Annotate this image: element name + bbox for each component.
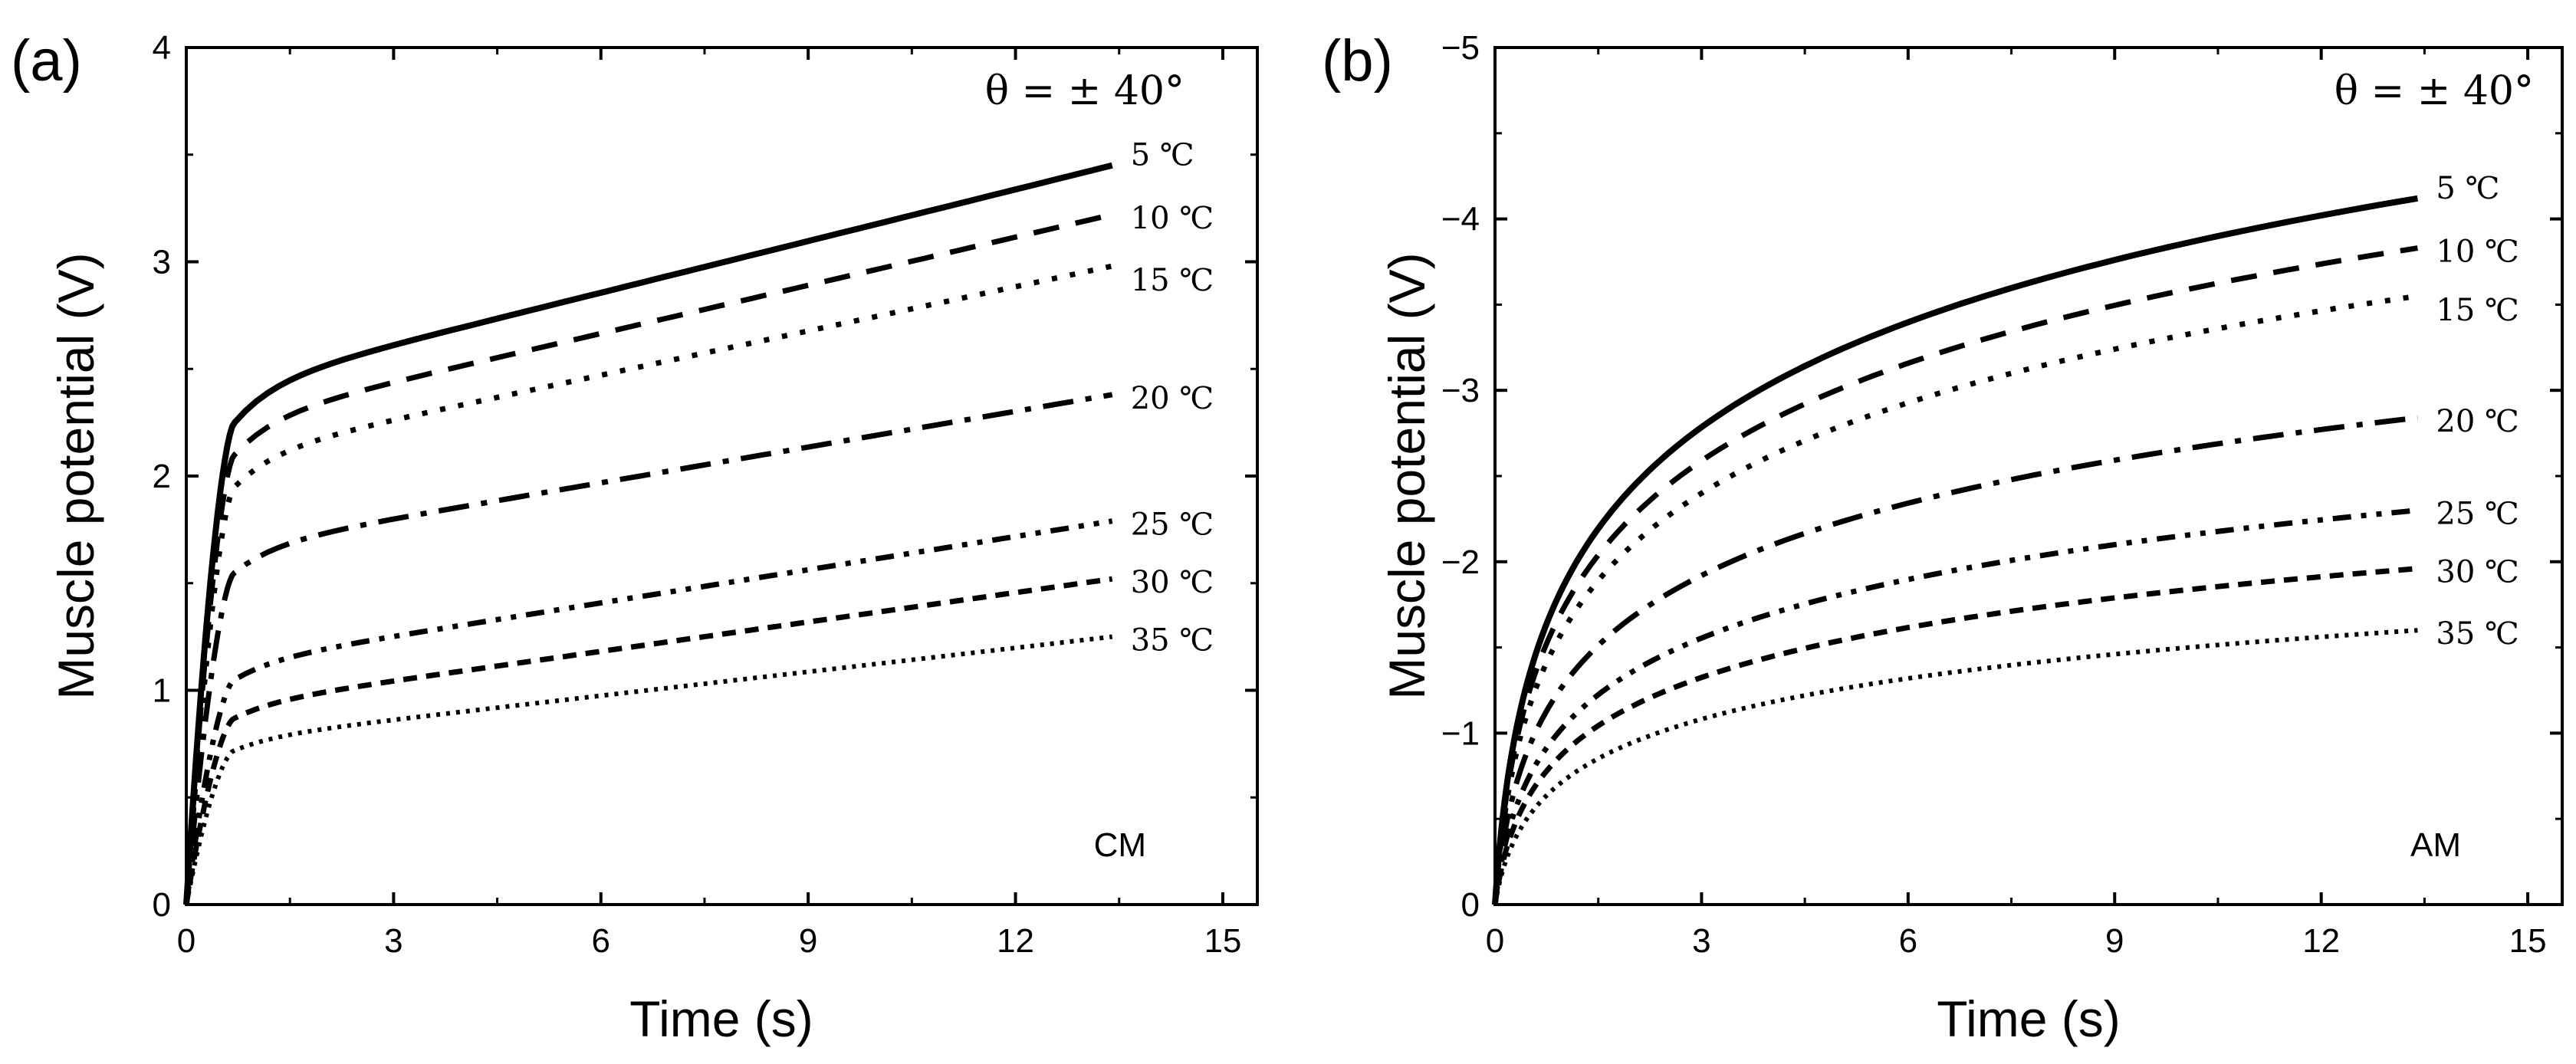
- y-tick-label: 3: [153, 244, 171, 281]
- y-tick-label: −5: [1441, 29, 1480, 67]
- x-tick-label: 15: [2509, 922, 2547, 960]
- y-tick-label: −2: [1441, 543, 1480, 581]
- panel-b-ticks: 0 3 6 9 12 15 0 −1 −2 −3 −4 −5: [1441, 29, 2562, 960]
- y-tick-label: −1: [1441, 714, 1480, 752]
- series-line-35c: [1493, 628, 2418, 907]
- series-label: 30 ℃: [2436, 555, 2518, 590]
- x-tick-label: 6: [1899, 922, 1917, 960]
- panel-b: (b) 0 3 6 9 12 15 0 −1 −2 −3 −4 −5 Time (s) Muscle …: [1322, 28, 2564, 1047]
- y-tick-label: 0: [1461, 886, 1480, 924]
- panel-b-y-axis-title: Muscle potential (V): [1378, 252, 1435, 699]
- y-tick-label: 0: [153, 886, 171, 924]
- x-tick-label: 3: [384, 922, 402, 960]
- panel-a-series: [183, 162, 1113, 905]
- series-line-10c: [183, 212, 1113, 905]
- series-line-10c: [1492, 245, 2418, 907]
- x-tick-label: 3: [1692, 922, 1710, 960]
- x-tick-label: 9: [2105, 922, 2124, 960]
- panel-b-series-labels: 5 ℃ 10 ℃ 15 ℃ 20 ℃ 25 ℃ 30 ℃ 35 ℃: [2436, 171, 2518, 652]
- series-line-25c: [183, 518, 1113, 905]
- x-tick-label: 0: [177, 922, 196, 960]
- series-line-25c: [1492, 507, 2418, 908]
- series-line-5c: [1492, 195, 2419, 908]
- x-tick-label: 6: [592, 922, 610, 960]
- y-tick-label: 1: [153, 672, 171, 710]
- series-label: 5 ℃: [1131, 138, 1194, 173]
- series-label: 10 ℃: [2436, 235, 2518, 270]
- panel-a-series-labels: 5 ℃ 10 ℃ 15 ℃ 20 ℃ 25 ℃ 30 ℃ 35 ℃: [1131, 138, 1214, 658]
- series-label: 35 ℃: [1131, 623, 1214, 658]
- series-line-30c: [1492, 566, 2418, 908]
- panel-a-x-axis-title: Time (s): [629, 990, 813, 1047]
- series-line-30c: [183, 576, 1113, 905]
- x-tick-label: 12: [2302, 922, 2340, 960]
- series-label: 25 ℃: [1131, 507, 1214, 543]
- series-label: 25 ℃: [2436, 497, 2518, 532]
- panel-a-corner-label: CM: [1094, 826, 1146, 864]
- series-label: 10 ℃: [1131, 201, 1214, 236]
- series-label: 30 ℃: [1131, 565, 1214, 600]
- x-tick-label: 15: [1204, 922, 1241, 960]
- series-label: 20 ℃: [1131, 381, 1214, 416]
- panel-a-label: (a): [11, 28, 82, 94]
- panel-b-label: (b): [1322, 28, 1393, 94]
- x-tick-label: 0: [1486, 922, 1504, 960]
- panel-a-theta-annotation: θ = ± 40°: [985, 68, 1184, 114]
- panel-a-plot-frame: [185, 46, 1259, 906]
- x-tick-label: 9: [799, 922, 817, 960]
- y-tick-label: 2: [153, 458, 171, 495]
- y-tick-label: −3: [1441, 372, 1480, 409]
- series-label: 20 ℃: [2436, 404, 2518, 439]
- series-label: 15 ℃: [1131, 263, 1214, 298]
- series-line-15c: [183, 263, 1113, 905]
- series-line-20c: [183, 392, 1113, 905]
- series-line-15c: [1492, 293, 2418, 908]
- panel-b-theta-annotation: θ = ± 40°: [2334, 68, 2534, 114]
- series-label: 15 ℃: [2436, 293, 2518, 328]
- series-line-5c: [183, 162, 1113, 905]
- y-tick-label: −4: [1441, 201, 1480, 238]
- panel-b-series: [1492, 195, 2419, 908]
- panel-a-y-axis-title: Muscle potential (V): [48, 252, 104, 699]
- series-line-20c: [1492, 415, 2418, 908]
- x-tick-label: 12: [997, 922, 1034, 960]
- series-label: 5 ℃: [2436, 171, 2499, 206]
- panel-b-x-axis-title: Time (s): [1937, 990, 2121, 1047]
- y-tick-label: 4: [153, 29, 171, 67]
- series-line-35c: [184, 634, 1113, 905]
- panel-b-corner-label: AM: [2410, 826, 2461, 864]
- series-label: 35 ℃: [2436, 616, 2518, 652]
